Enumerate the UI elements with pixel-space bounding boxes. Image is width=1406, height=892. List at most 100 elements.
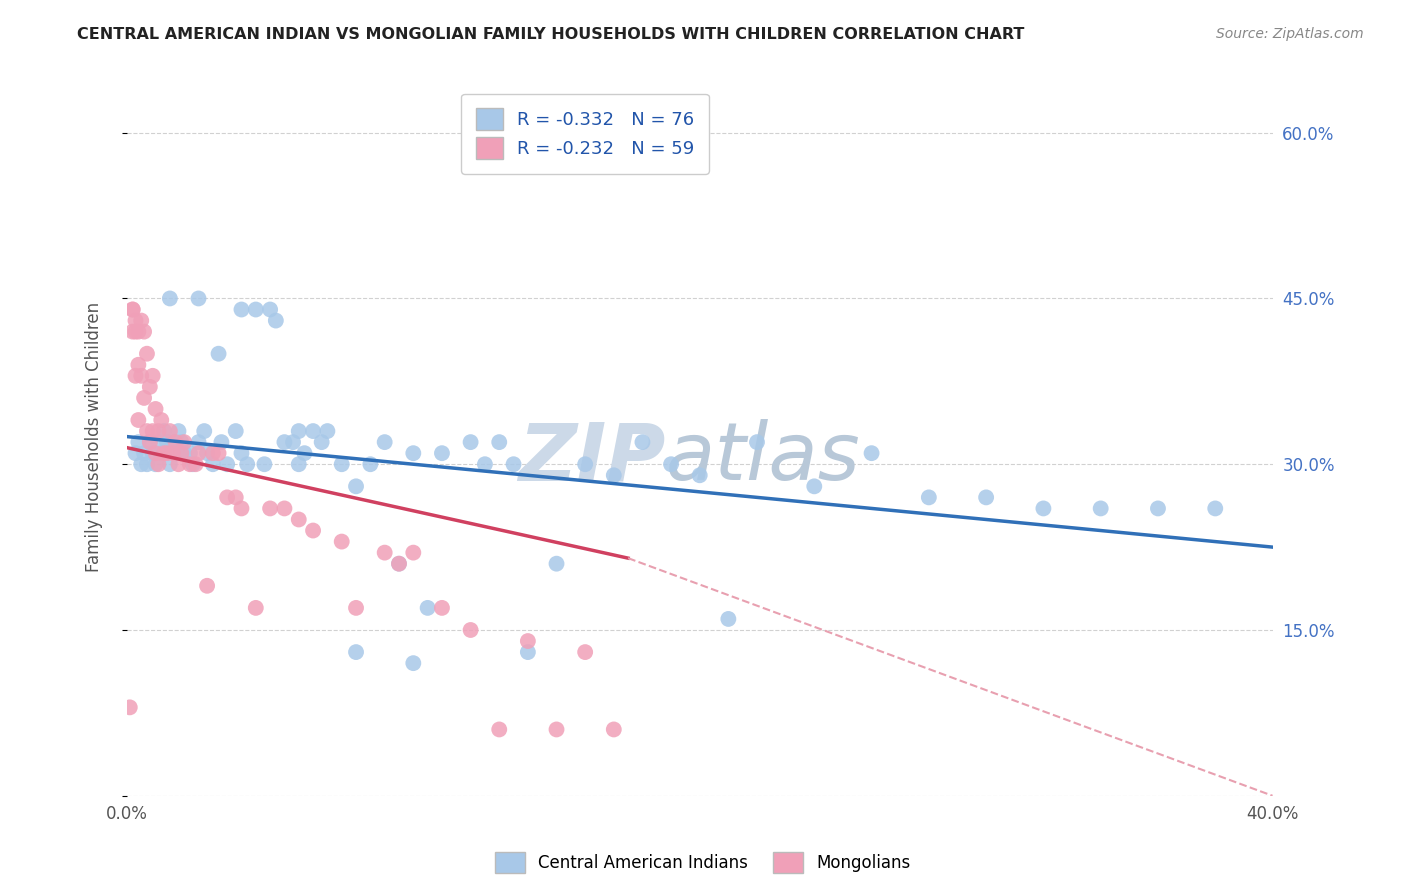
Point [139,435,162,450]
Point [195,446,218,460]
Point [603,468,626,483]
Point [153,424,176,438]
Point [148,457,170,471]
Point [273,435,295,450]
Point [359,457,381,471]
Point [659,457,682,471]
Point [167,457,190,471]
Point [416,600,439,615]
Point [129,313,152,327]
Point [236,457,259,471]
Point [374,546,396,560]
Point [145,401,167,416]
Point [118,700,141,714]
Point [139,435,162,450]
Point [170,446,193,460]
Point [187,435,209,450]
Point [302,524,325,538]
Point [132,391,155,405]
Point [294,446,316,460]
Point [217,457,239,471]
Point [173,435,195,450]
Point [121,302,143,317]
Point [132,446,155,460]
Point [162,446,184,460]
Y-axis label: Family Households with Children: Family Households with Children [86,301,103,572]
Point [187,292,209,306]
Text: Source: ZipAtlas.com: Source: ZipAtlas.com [1216,27,1364,41]
Point [287,512,309,526]
Point [145,446,167,460]
Point [344,645,367,659]
Point [259,302,281,317]
Point [273,501,295,516]
Point [209,435,232,450]
Point [546,557,568,571]
Point [127,413,149,427]
Point [574,645,596,659]
Point [803,479,825,493]
Legend: R = -0.332   N = 76, R = -0.232   N = 59: R = -0.332 N = 76, R = -0.232 N = 59 [461,94,709,174]
Point [145,457,167,471]
Point [132,325,155,339]
Point [231,501,253,516]
Point [1032,501,1054,516]
Point [460,435,482,450]
Point [287,457,309,471]
Point [187,446,209,460]
Text: ZIP: ZIP [517,419,665,497]
Point [142,446,165,460]
Point [388,557,411,571]
Point [474,457,496,471]
Point [159,292,181,306]
Point [121,302,143,317]
Point [201,457,224,471]
Point [287,424,309,438]
Point [502,457,524,471]
Point [488,435,510,450]
Point [170,435,193,450]
Point [159,457,181,471]
Point [225,491,247,505]
Point [165,446,187,460]
Point [689,468,711,483]
Point [184,457,207,471]
Point [330,534,353,549]
Point [225,424,247,438]
Point [574,457,596,471]
Point [231,302,253,317]
Point [245,302,267,317]
Text: CENTRAL AMERICAN INDIAN VS MONGOLIAN FAMILY HOUSEHOLDS WITH CHILDREN CORRELATION: CENTRAL AMERICAN INDIAN VS MONGOLIAN FAM… [77,27,1025,42]
Point [127,358,149,372]
Point [173,446,195,460]
Point [302,424,325,438]
Point [165,435,187,450]
Point [311,435,333,450]
Point [124,368,146,383]
Point [156,435,179,450]
Point [516,645,538,659]
Point [1204,501,1226,516]
Point [127,325,149,339]
Point [1147,501,1170,516]
Point [316,424,339,438]
Point [603,723,626,737]
Point [344,479,367,493]
Point [488,723,510,737]
Point [918,491,941,505]
Point [142,424,165,438]
Point [153,446,176,460]
Point [124,325,146,339]
Point [201,446,224,460]
Point [430,600,453,615]
Point [142,368,165,383]
Point [259,501,281,516]
Legend: Central American Indians, Mongolians: Central American Indians, Mongolians [488,846,918,880]
Point [195,579,218,593]
Point [179,457,201,471]
Point [402,446,425,460]
Point [1090,501,1112,516]
Point [167,424,190,438]
Point [121,325,143,339]
Point [162,435,184,450]
